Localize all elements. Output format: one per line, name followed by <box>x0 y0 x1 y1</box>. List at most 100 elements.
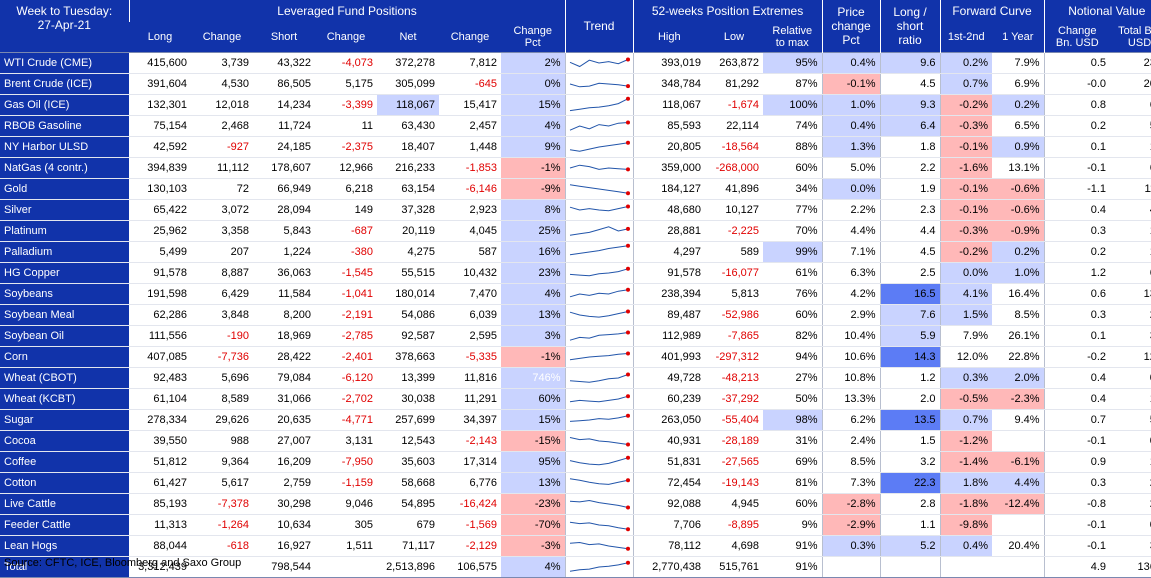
table-row: Cocoa 39,550 988 27,007 3,131 12,543 -2,143 -15… <box>0 430 1151 452</box>
change-pct-cell: 4% <box>501 283 566 305</box>
low-cell: -37,292 <box>705 388 764 410</box>
high-cell: 51,831 <box>632 451 706 473</box>
fc-1st-2nd-cell: 12.0% <box>939 346 993 368</box>
short-cell: 16,209 <box>253 451 315 473</box>
ls-ratio-cell: 1.9 <box>879 178 941 200</box>
long-cell: 91,578 <box>129 262 191 284</box>
nv-total-cell: 13.7 <box>1110 283 1151 305</box>
commodity-name: Coffee <box>0 451 129 473</box>
nv-total-cell: 12.4 <box>1110 346 1151 368</box>
change-long-cell: -1,264 <box>191 514 253 536</box>
short-cell: 1,224 <box>253 241 315 263</box>
nv-change-cell: 0.2 <box>1043 241 1111 263</box>
commodity-name: Gas Oil (ICE) <box>0 94 129 116</box>
col-nv-change: Change Bn. USD <box>1043 22 1111 53</box>
change-long-cell: 9,364 <box>191 451 253 473</box>
change-pct-cell: 16% <box>501 241 566 263</box>
ls-ratio-cell: 5.9 <box>879 325 941 347</box>
commodity-name: Lean Hogs <box>0 535 129 557</box>
table-row: RBOB Gasoline 75,154 2,468 11,724 11 63,430 2,… <box>0 115 1151 137</box>
trend-last-point <box>625 527 630 532</box>
change-pct-cell: -70% <box>501 514 566 536</box>
high-cell: 7,706 <box>632 514 706 536</box>
long-cell: 39,550 <box>129 430 191 452</box>
low-cell: -268,000 <box>705 157 764 179</box>
change-short-cell: -1,041 <box>315 283 377 305</box>
nv-change-cell: 0.9 <box>1043 451 1111 473</box>
nv-total-cell: 5.1 <box>1110 409 1151 431</box>
relative-max-cell: 91% <box>763 535 823 557</box>
net-cell: 30,038 <box>377 388 439 410</box>
long-cell: 92,483 <box>129 367 191 389</box>
long-cell: 85,193 <box>129 493 191 515</box>
change-net-cell: 6,039 <box>439 304 501 326</box>
relative-max-cell: 60% <box>763 304 823 326</box>
price-change-cell: 13.3% <box>821 388 881 410</box>
trend-cell <box>564 451 634 473</box>
report-title: Week to Tuesday: <box>16 4 113 18</box>
report-date: 27-Apr-21 <box>37 18 91 32</box>
change-pct-cell: -1% <box>501 157 566 179</box>
commodity-name: HG Copper <box>0 262 129 284</box>
notional-value-header: Notional Value <box>1043 0 1151 22</box>
change-net-cell: 587 <box>439 241 501 263</box>
col-net: Net <box>377 22 439 53</box>
change-pct-cell: 60% <box>501 388 566 410</box>
low-cell: 22,114 <box>705 115 764 137</box>
ls-ratio-cell: 2.5 <box>879 262 941 284</box>
fc-1st-2nd-cell <box>939 556 993 578</box>
change-short-cell: 1,511 <box>315 535 377 557</box>
high-cell: 4,297 <box>632 241 706 263</box>
low-cell: -8,895 <box>705 514 764 536</box>
table-row: Platinum 25,962 3,358 5,843 -687 20,119 4,045 2… <box>0 220 1151 242</box>
ls-ratio-cell: 9.6 <box>879 52 941 74</box>
ls-ratio-cell: 4.5 <box>879 241 941 263</box>
change-pct-cell: -1% <box>501 346 566 368</box>
commodity-name: Wheat (KCBT) <box>0 388 129 410</box>
low-cell: -16,077 <box>705 262 764 284</box>
high-cell: 60,239 <box>632 388 706 410</box>
trend-sparkline <box>569 394 630 403</box>
ls-ratio-cell: 1.8 <box>879 136 941 158</box>
table-row: HG Copper 91,578 8,887 36,063 -1,545 55,515 10… <box>0 262 1151 284</box>
col-fc-1year: 1 Year <box>992 22 1045 53</box>
short-cell: 30,298 <box>253 493 315 515</box>
trend-sparkline <box>569 413 630 422</box>
col-change-pct: Change Pct <box>501 22 566 53</box>
trend-line <box>569 122 628 131</box>
fc-1year-cell: 7.9% <box>992 52 1045 74</box>
nv-total-cell: 11.2 <box>1110 178 1151 200</box>
short-cell: 31,066 <box>253 388 315 410</box>
trend-line <box>569 521 628 530</box>
relative-max-cell: 88% <box>763 136 823 158</box>
trend-sparkline <box>569 499 630 510</box>
trend-cell <box>564 283 634 305</box>
long-cell: 51,812 <box>129 451 191 473</box>
commodity-name: Gold <box>0 178 129 200</box>
trend-line <box>569 311 628 318</box>
fc-1year-cell: 0.9% <box>992 136 1045 158</box>
ls-ratio-cell <box>879 556 941 578</box>
nv-total-cell: 4.9 <box>1110 199 1151 221</box>
fc-1st-2nd-cell: -1.4% <box>939 451 993 473</box>
table-row: Palladium 5,499 207 1,224 -380 4,275 587 16% 4,2… <box>0 241 1151 263</box>
change-long-cell: 3,358 <box>191 220 253 242</box>
net-cell: 63,430 <box>377 115 439 137</box>
change-net-cell: 2,457 <box>439 115 501 137</box>
short-cell: 14,234 <box>253 94 315 116</box>
fc-1st-2nd-cell: 0.0% <box>939 262 993 284</box>
net-cell: 13,399 <box>377 367 439 389</box>
ls-ratio-cell: 13.5 <box>879 409 941 431</box>
relative-max-cell: 60% <box>763 493 823 515</box>
fc-1st-2nd-cell: -1.2% <box>939 430 993 452</box>
low-cell: 5,813 <box>705 283 764 305</box>
price-change-cell: 4.2% <box>821 283 881 305</box>
ls-ratio-cell: 2.3 <box>879 199 941 221</box>
table-row: Sugar 278,334 29,626 20,635 -4,771 257,699 34,… <box>0 409 1151 431</box>
source-note: Source: CFTC, ICE, Bloomberg and Saxo Gr… <box>4 557 242 569</box>
fc-1year-cell: 0.2% <box>992 241 1045 263</box>
trend-last-point <box>625 560 630 565</box>
change-short-cell: -7,950 <box>315 451 377 473</box>
ls-ratio-cell: 2.0 <box>879 388 941 410</box>
price-change-cell: 2.2% <box>821 199 881 221</box>
